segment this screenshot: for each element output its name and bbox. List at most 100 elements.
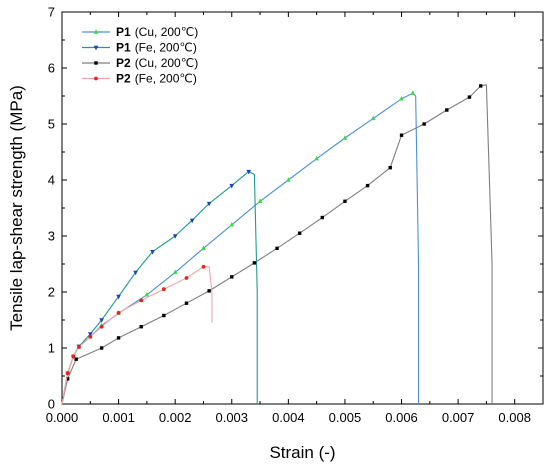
legend-series-condition: (Cu, 200℃) — [135, 56, 199, 70]
data-point — [201, 245, 206, 251]
data-point — [370, 115, 376, 121]
series-line — [61, 266, 213, 405]
legend: P1 (Cu, 200℃) P1 (Fe, 200℃) P2 (Cu, 200℃) P2 (F… — [82, 25, 198, 86]
data-point — [201, 264, 206, 269]
data-point — [161, 287, 166, 292]
data-point — [144, 291, 150, 297]
data-point — [314, 155, 319, 161]
data-point — [99, 346, 104, 350]
data-point — [342, 135, 348, 140]
data-point — [399, 133, 404, 137]
data-point — [399, 95, 404, 101]
data-point — [172, 269, 178, 275]
data-point — [207, 289, 211, 293]
data-point — [65, 377, 70, 381]
legend-series-condition: (Cu, 200℃) — [135, 25, 199, 39]
data-point — [297, 231, 302, 235]
data-point — [189, 218, 195, 224]
legend-item: P2 (Fe, 200℃) — [82, 72, 197, 86]
data-point — [172, 234, 178, 239]
data-point — [77, 344, 81, 349]
legend-item: P1 (Fe, 200℃) — [82, 41, 197, 55]
data-point — [229, 221, 235, 227]
x-tick-label: 0.002 — [159, 410, 192, 425]
y-axis-ticks: 0 1 2 3 4 5 6 7 — [48, 5, 543, 412]
y-tick-label: 3 — [48, 229, 55, 244]
data-point — [343, 199, 347, 203]
data-point — [206, 201, 212, 207]
x-axis-ticks: 0.000 0.001 0.002 0.003 0.004 0.005 0.006 0.007… — [46, 12, 531, 425]
x-tick-label: 0.008 — [498, 410, 531, 425]
data-point — [252, 261, 257, 265]
series-line — [61, 84, 493, 405]
y-tick-label: 6 — [48, 61, 55, 76]
legend-series-condition: (Fe, 200℃) — [135, 72, 197, 86]
data-point — [162, 313, 166, 318]
data-point — [184, 301, 189, 305]
y-tick-label: 4 — [48, 173, 55, 188]
legend-series-name: P1 — [116, 25, 131, 39]
x-tick-label: 0.005 — [329, 410, 362, 425]
series-line — [61, 92, 420, 405]
y-tick-label: 0 — [48, 397, 55, 412]
legend-label: P1 (Fe, 200℃) — [116, 41, 197, 55]
legend-marker — [93, 45, 99, 51]
data-point — [87, 332, 93, 337]
series-1 — [61, 90, 420, 405]
data-point — [257, 198, 263, 203]
legend-label: P2 (Cu, 200℃) — [116, 56, 198, 70]
data-point — [65, 371, 70, 376]
y-tick-label: 7 — [48, 5, 55, 20]
data-point — [229, 183, 235, 189]
y-axis-label: Tensile lap-shear strength (MPa) — [7, 85, 26, 331]
data-point — [410, 90, 416, 95]
legend-marker — [94, 76, 98, 81]
x-tick-label: 0.007 — [442, 410, 475, 425]
data-point — [246, 169, 252, 175]
data-point — [286, 177, 291, 182]
data-point — [184, 276, 189, 280]
legend-series-name: P2 — [116, 72, 131, 86]
x-tick-label: 0.001 — [102, 410, 135, 425]
legend-label: P1 (Cu, 200℃) — [116, 25, 198, 39]
series-3 — [61, 84, 493, 405]
data-point — [150, 249, 155, 255]
data-point — [133, 270, 138, 276]
data-point — [71, 354, 76, 359]
data-point — [88, 334, 93, 339]
legend-series-condition: (Fe, 200℃) — [135, 41, 197, 55]
legend-marker — [93, 29, 99, 34]
data-point — [479, 84, 483, 88]
data-point — [139, 298, 144, 303]
legend-marker — [94, 61, 98, 65]
series-4 — [61, 264, 213, 405]
data-point — [99, 324, 104, 329]
data-point — [445, 108, 449, 112]
data-point — [230, 275, 234, 279]
legend-item: P1 (Cu, 200℃) — [82, 25, 198, 39]
series-2 — [61, 169, 258, 405]
data-point — [116, 294, 121, 300]
x-tick-label: 0.003 — [215, 410, 248, 425]
y-tick-label: 1 — [48, 341, 55, 356]
data-point — [422, 122, 426, 126]
y-tick-label: 2 — [48, 285, 55, 300]
legend-label: P2 (Fe, 200℃) — [116, 72, 197, 86]
x-axis-label: Strain (-) — [269, 443, 335, 462]
series-layer — [61, 84, 493, 405]
legend-item: P2 (Cu, 200℃) — [82, 56, 198, 70]
x-tick-label: 0.006 — [385, 410, 418, 425]
data-point — [388, 165, 392, 170]
data-point — [320, 215, 325, 220]
x-tick-label: 0.004 — [272, 410, 305, 425]
data-point — [365, 183, 370, 188]
x-tick-label: 0.000 — [46, 410, 79, 425]
data-point — [467, 95, 472, 99]
data-point — [139, 325, 143, 329]
data-point — [275, 246, 279, 251]
y-tick-label: 5 — [48, 117, 55, 132]
legend-series-name: P1 — [116, 41, 131, 55]
data-point — [74, 357, 78, 361]
data-point — [116, 336, 121, 340]
